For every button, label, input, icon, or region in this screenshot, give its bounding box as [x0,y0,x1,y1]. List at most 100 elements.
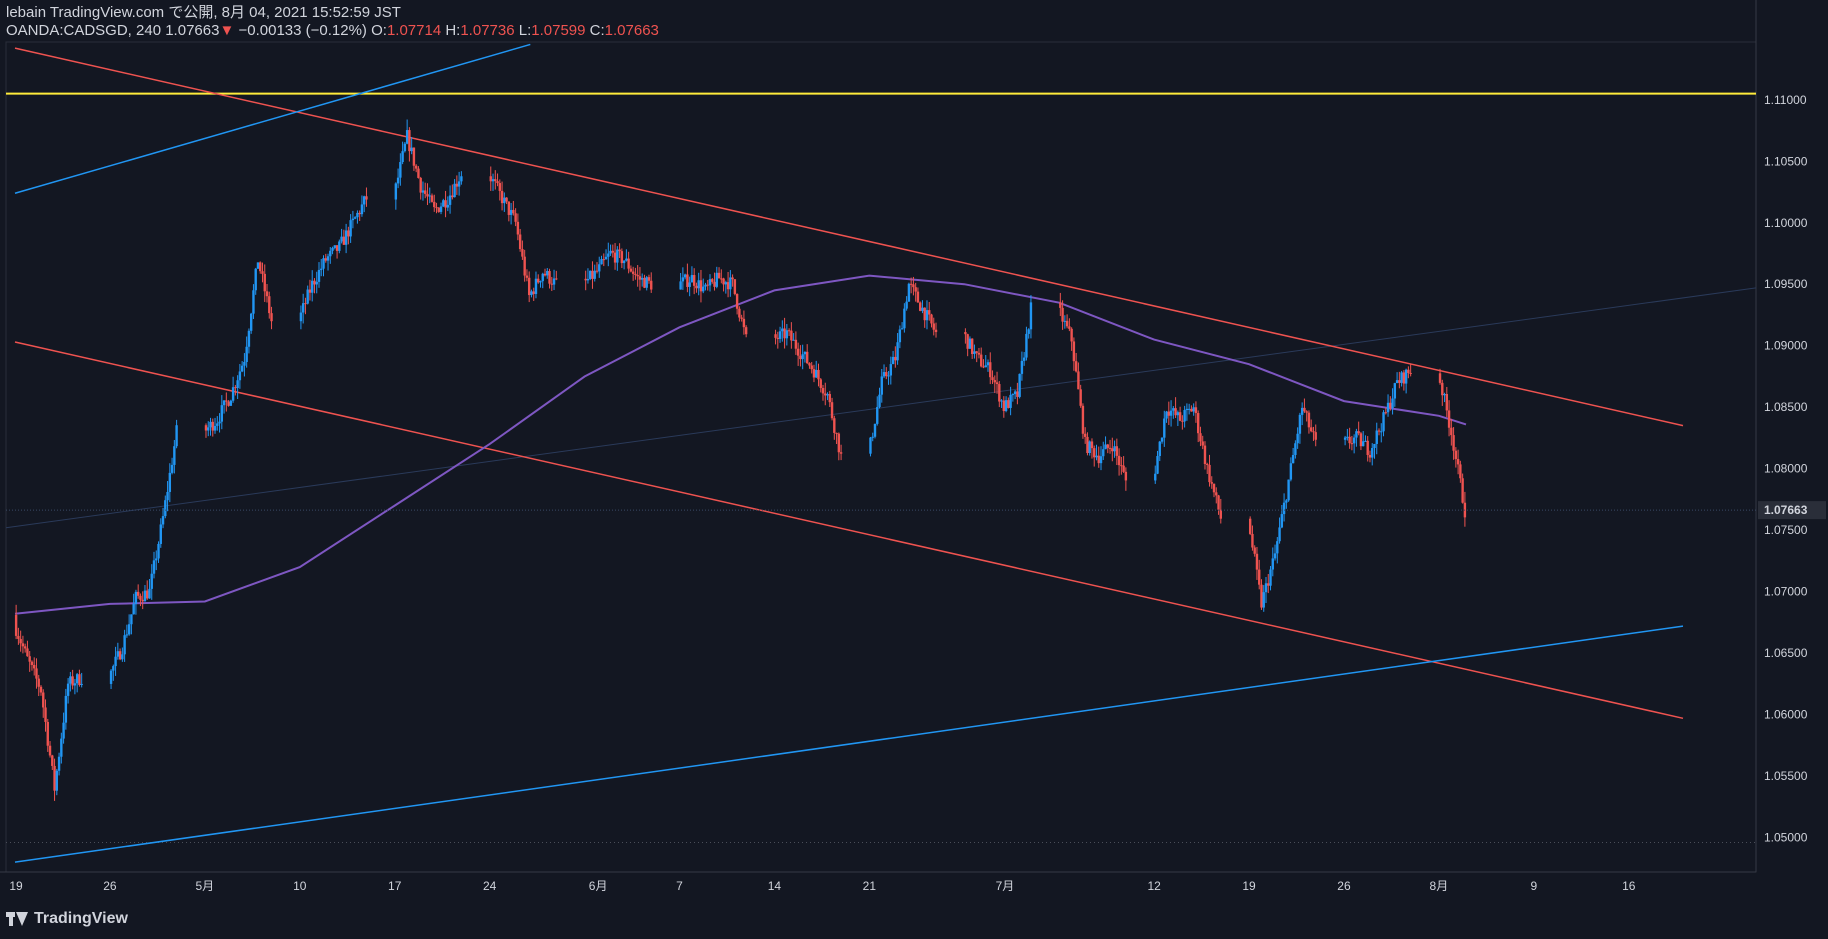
candle[interactable] [907,282,911,302]
candle[interactable] [1088,440,1091,456]
candle[interactable] [548,268,551,289]
candle[interactable] [23,643,27,653]
candle[interactable] [609,244,612,256]
candle[interactable] [306,285,309,305]
candle[interactable] [598,256,601,278]
candles[interactable] [14,119,1467,801]
candle[interactable] [787,328,791,336]
candle[interactable] [1384,407,1387,415]
candle[interactable] [928,301,931,321]
candle[interactable] [1264,577,1268,604]
candle[interactable] [394,182,398,210]
candle[interactable] [1463,491,1467,527]
candle[interactable] [1296,427,1299,449]
candle[interactable] [1219,498,1222,524]
candle[interactable] [733,279,737,296]
candle[interactable] [1065,314,1069,329]
candle[interactable] [586,268,590,284]
candle[interactable] [717,267,721,279]
candle[interactable] [634,267,637,280]
candle[interactable] [1169,400,1173,427]
candle[interactable] [934,322,938,338]
candle[interactable] [204,423,208,438]
candle[interactable] [1382,410,1385,437]
candle[interactable] [498,179,502,201]
candle[interactable] [774,329,777,345]
candle[interactable] [365,187,368,207]
candle[interactable] [1025,326,1028,361]
candle[interactable] [539,280,542,288]
candle[interactable] [993,375,996,394]
candle[interactable] [446,196,450,212]
candle[interactable] [146,580,149,600]
candle[interactable] [21,635,25,654]
candle[interactable] [912,276,915,296]
candle[interactable] [627,251,630,274]
candle[interactable] [702,278,705,294]
candle[interactable] [776,331,780,349]
candle[interactable] [742,310,746,335]
candle[interactable] [541,272,544,289]
candle[interactable] [401,141,404,165]
candle[interactable] [216,416,219,431]
candle[interactable] [53,758,56,801]
candle[interactable] [500,181,504,211]
candle[interactable] [347,226,350,245]
candle[interactable] [460,171,463,185]
candle[interactable] [896,333,899,365]
candle[interactable] [127,614,131,636]
candle[interactable] [1194,401,1198,423]
candle[interactable] [923,307,926,328]
candle[interactable] [155,550,158,571]
candle[interactable] [1004,396,1008,413]
candle[interactable] [1190,405,1193,412]
candle[interactable] [410,137,413,155]
candle[interactable] [1452,427,1455,460]
candle[interactable] [1210,476,1213,489]
candle[interactable] [1368,450,1372,463]
candle[interactable] [1289,457,1293,482]
candle[interactable] [977,347,981,359]
candle[interactable] [168,463,172,503]
candle[interactable] [889,356,893,385]
candle[interactable] [265,283,269,303]
candle[interactable] [344,223,348,254]
candle[interactable] [30,660,34,671]
candle[interactable] [1391,388,1394,415]
candle[interactable] [1262,585,1265,612]
candle[interactable] [451,184,454,200]
candle[interactable] [817,363,820,387]
candle[interactable] [1215,487,1218,504]
candle[interactable] [1260,579,1263,610]
candle[interactable] [722,277,725,292]
candle[interactable] [1402,370,1406,391]
candle[interactable] [808,362,811,369]
candle[interactable] [1106,443,1109,454]
candle[interactable] [835,432,838,445]
candle[interactable] [245,336,248,368]
candle[interactable] [421,181,425,201]
candle[interactable] [715,266,718,289]
candle[interactable] [833,415,836,440]
candle[interactable] [35,658,38,689]
candle[interactable] [1011,393,1015,402]
candle[interactable] [1291,447,1295,464]
candle[interactable] [118,648,122,661]
candle[interactable] [48,741,52,758]
candle[interactable] [220,395,224,430]
candle[interactable] [909,277,913,294]
candle[interactable] [837,432,841,461]
candle[interactable] [589,270,592,281]
candle[interactable] [1113,440,1116,458]
candle[interactable] [494,170,497,190]
candle[interactable] [1461,473,1464,504]
candle[interactable] [360,195,364,217]
candle[interactable] [925,300,929,330]
candle[interactable] [1206,462,1209,475]
candle[interactable] [1074,352,1078,373]
candle[interactable] [55,768,59,796]
candle[interactable] [970,338,974,359]
candle[interactable] [1196,410,1200,443]
candle[interactable] [1124,467,1128,491]
candle[interactable] [1072,337,1076,371]
